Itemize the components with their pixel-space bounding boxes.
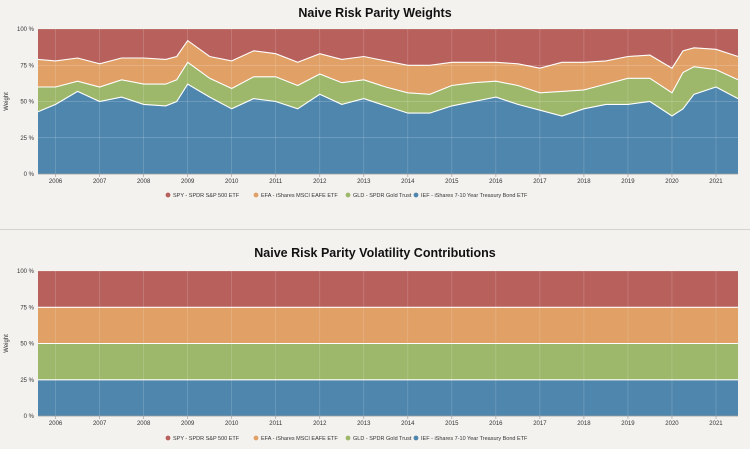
x-tick-label: 2011 <box>269 179 283 185</box>
x-tick-label: 2015 <box>445 421 459 427</box>
y-tick-label: 100 % <box>17 269 35 275</box>
x-tick-label: 2006 <box>49 179 63 185</box>
y-axis-label: Weight <box>4 92 10 111</box>
x-tick-label: 2010 <box>225 179 239 185</box>
x-tick-label: 2017 <box>533 179 547 185</box>
x-tick-label: 2009 <box>181 179 195 185</box>
x-tick-label: 2011 <box>269 421 283 427</box>
area-efa <box>38 40 738 95</box>
series-boundary-line <box>37 39 739 69</box>
x-tick-label: 2014 <box>401 179 415 185</box>
x-tick-label: 2013 <box>357 179 371 185</box>
legend-label: IEF - iShares 7-10 Year Treasury Bond ET… <box>421 193 528 199</box>
y-tick-label: 0 % <box>24 172 35 178</box>
legend-marker <box>253 435 259 441</box>
x-tick-label: 2021 <box>709 421 723 427</box>
legend-label: EFA - iShares MSCI EAFE ETF <box>261 193 338 199</box>
series-boundary-line <box>37 83 739 117</box>
chart-title: Naive Risk Parity Volatility Contributio… <box>254 246 496 260</box>
x-tick-label: 2010 <box>225 421 239 427</box>
legend-label: SPY - SPDR S&P 500 ETF <box>173 193 240 199</box>
legend-label: GLD - SPDR Gold Trust <box>353 436 412 442</box>
x-tick-label: 2016 <box>489 421 503 427</box>
y-tick-label: 25 % <box>20 378 34 384</box>
legend-marker <box>345 192 351 198</box>
area-ief <box>38 84 738 174</box>
legend-marker <box>165 435 171 441</box>
volatility-contributions-chart: Naive Risk Parity Volatility Contributio… <box>4 246 738 442</box>
x-tick-label: 2021 <box>709 179 723 185</box>
x-tick-label: 2019 <box>621 179 635 185</box>
y-tick-label: 50 % <box>20 342 34 348</box>
x-tick-label: 2008 <box>137 421 151 427</box>
area-spy <box>38 271 738 308</box>
y-tick-label: 100 % <box>17 27 35 33</box>
legend-marker <box>413 192 419 198</box>
legend-label: EFA - iShares MSCI EAFE ETF <box>261 436 338 442</box>
x-tick-label: 2007 <box>93 421 107 427</box>
legend-marker <box>165 192 171 198</box>
legend-marker <box>253 192 259 198</box>
area-gld <box>38 62 738 116</box>
x-tick-label: 2020 <box>665 179 679 185</box>
x-tick-label: 2015 <box>445 179 459 185</box>
legend-label: GLD - SPDR Gold Trust <box>353 193 412 199</box>
area-gld <box>38 343 738 380</box>
x-tick-label: 2016 <box>489 179 503 185</box>
y-tick-label: 0 % <box>24 414 35 420</box>
x-tick-label: 2017 <box>533 421 547 427</box>
x-tick-label: 2007 <box>93 179 107 185</box>
chart-divider <box>0 229 750 230</box>
area-ief <box>38 379 738 416</box>
x-tick-label: 2013 <box>357 421 371 427</box>
legend-marker <box>345 435 351 441</box>
legend-label: IEF - iShares 7-10 Year Treasury Bond ET… <box>421 436 528 442</box>
y-axis-label: Weight <box>4 334 10 353</box>
y-tick-label: 75 % <box>20 305 34 311</box>
x-tick-label: 2006 <box>49 421 63 427</box>
x-tick-label: 2019 <box>621 421 635 427</box>
series-boundary-line <box>38 61 739 95</box>
chart-title: Naive Risk Parity Weights <box>298 6 451 20</box>
weights-chart: Naive Risk Parity Weights 0 % 25 % 50 % 75 %… <box>4 6 739 199</box>
legend-marker <box>413 435 419 441</box>
x-tick-label: 2009 <box>181 421 195 427</box>
area-spy <box>38 29 738 69</box>
x-tick-label: 2012 <box>313 179 327 185</box>
x-tick-label: 2012 <box>313 421 327 427</box>
x-tick-label: 2020 <box>665 421 679 427</box>
y-tick-label: 75 % <box>20 63 34 69</box>
y-tick-label: 50 % <box>20 100 34 106</box>
area-efa <box>38 307 738 344</box>
legend-label: SPY - SPDR S&P 500 ETF <box>173 436 240 442</box>
x-tick-label: 2014 <box>401 421 415 427</box>
x-tick-label: 2018 <box>577 179 591 185</box>
y-tick-label: 25 % <box>20 136 34 142</box>
x-tick-label: 2008 <box>137 179 151 185</box>
x-tick-label: 2018 <box>577 421 591 427</box>
